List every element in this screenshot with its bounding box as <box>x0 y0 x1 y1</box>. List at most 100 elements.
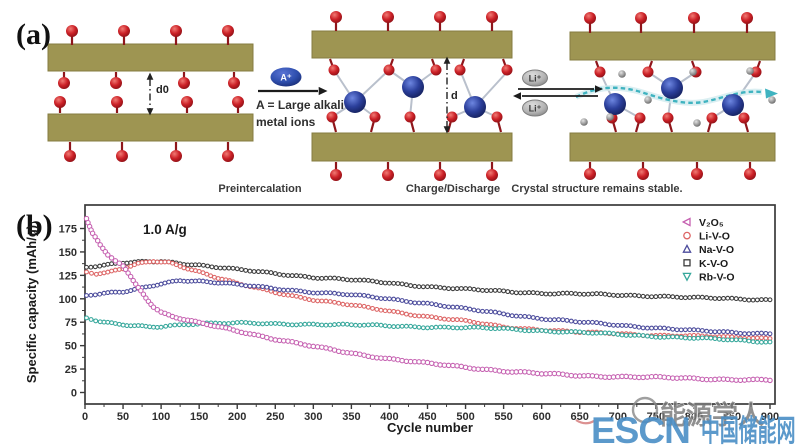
series-marker-Na-V-O <box>699 328 705 333</box>
series-marker-Rb-V-O <box>163 323 169 329</box>
series-marker-Na-V-O <box>716 329 722 335</box>
series-marker-K-V-O <box>585 291 591 297</box>
series-marker-K-V-O <box>433 284 439 290</box>
series-marker-Na-V-O <box>581 319 587 325</box>
series-marker-Na-V-O <box>547 317 553 323</box>
partner-logo-circle <box>631 396 659 424</box>
legend-label-K-V-O: K-V-O <box>699 258 728 270</box>
series-marker-K-V-O <box>378 280 384 286</box>
series-marker-Na-V-O <box>725 329 731 335</box>
x-tick-label: 350 <box>342 411 360 423</box>
series-marker-K-V-O <box>475 287 481 293</box>
series-marker-Li-V-O <box>386 308 392 314</box>
x-axis-title: Cycle number <box>387 420 473 435</box>
series-marker-Rb-V-O <box>615 331 621 337</box>
series-marker-Na-V-O <box>501 311 507 317</box>
series-marker-K-V-O <box>251 269 257 274</box>
series-marker-K-V-O <box>754 297 760 303</box>
x-tick-label: 500 <box>456 411 474 423</box>
series-marker-Na-V-O <box>454 304 460 310</box>
series-marker-Rb-V-O <box>154 324 160 330</box>
series-marker-Rb-V-O <box>226 321 231 326</box>
series-marker-Li-V-O <box>340 301 346 307</box>
series-marker-Rb-V-O <box>172 322 178 328</box>
series-marker-Na-V-O <box>475 308 481 314</box>
series-marker-K-V-O <box>310 275 316 281</box>
oxygen-ball <box>382 11 394 23</box>
series-marker-K-V-O <box>746 297 752 303</box>
series-marker-K-V-O <box>547 291 553 297</box>
series-marker-Na-V-O <box>518 313 523 319</box>
series-marker-Na-V-O <box>598 320 604 326</box>
series-marker-V2O5 <box>445 362 452 369</box>
series-marker-V2O5 <box>428 360 435 367</box>
series-marker-K-V-O <box>357 277 363 283</box>
series-marker-V2O5 <box>433 361 439 367</box>
series-marker-K-V-O <box>636 293 642 299</box>
series-marker-Na-V-O <box>239 282 244 288</box>
series-marker-Rb-V-O <box>93 318 99 324</box>
series-marker-Na-V-O <box>361 292 367 298</box>
series-marker-Rb-V-O <box>181 322 187 328</box>
series-marker-Na-V-O <box>170 278 175 284</box>
series-marker-Rb-V-O <box>176 322 182 328</box>
series-marker-Rb-V-O <box>526 328 532 334</box>
oxygen-ball <box>178 77 190 89</box>
series-marker-K-V-O <box>230 265 236 271</box>
series-marker-Li-V-O <box>293 293 299 299</box>
series-marker-K-V-O <box>619 293 625 298</box>
x-tick-label: 300 <box>304 411 322 423</box>
series-marker-K-V-O <box>670 294 676 300</box>
alkali-ion-ball <box>464 96 486 118</box>
series-marker-V2O5 <box>150 304 157 310</box>
series-marker-Rb-V-O <box>116 321 122 327</box>
series-marker-K-V-O <box>298 273 304 279</box>
series-marker-Rb-V-O <box>505 325 511 331</box>
series-marker-K-V-O <box>518 290 523 296</box>
series-marker-Rb-V-O <box>109 320 115 326</box>
series-marker-Na-V-O <box>467 306 473 312</box>
series-marker-V2O5 <box>623 373 629 380</box>
y-axis-title: Specific capacity (mAh/g) <box>24 225 39 383</box>
a-ion-ellipse <box>270 67 302 87</box>
series-marker-Rb-V-O <box>446 324 452 330</box>
series-marker-K-V-O <box>306 274 312 280</box>
series-marker-Rb-V-O <box>649 334 655 340</box>
series-marker-Rb-V-O <box>547 329 553 334</box>
series-marker-K-V-O <box>332 275 337 281</box>
series-marker-Li-V-O <box>395 309 401 315</box>
x-tick-label: 650 <box>571 411 589 423</box>
series-marker-Na-V-O <box>293 288 299 293</box>
series-marker-K-V-O <box>526 290 532 296</box>
lithium-ion-ball <box>580 118 588 126</box>
series-marker-Rb-V-O <box>251 320 257 326</box>
series-marker-Rb-V-O <box>281 321 287 327</box>
series-marker-Na-V-O <box>289 287 295 293</box>
series-marker-Na-V-O <box>573 319 578 325</box>
series-marker-Na-V-O <box>488 309 494 315</box>
series-marker-Li-V-O <box>170 260 175 266</box>
series-marker-Rb-V-O <box>302 321 308 327</box>
series-marker-Rb-V-O <box>708 335 714 341</box>
series-marker-V2O5 <box>369 354 376 360</box>
alkali-ion-ball <box>402 76 424 98</box>
series-marker-Rb-V-O <box>496 326 502 331</box>
series-marker-K-V-O <box>441 285 447 291</box>
series-marker-Na-V-O <box>154 282 160 288</box>
oxygen-ball <box>382 169 394 181</box>
diffusion-path <box>575 86 763 105</box>
series-marker-Li-V-O <box>128 263 134 269</box>
series-marker-Li-V-O <box>454 317 460 323</box>
series-marker-Na-V-O <box>382 296 388 302</box>
series-marker-Na-V-O <box>636 324 642 330</box>
layer-slab <box>47 43 254 72</box>
series-marker-Na-V-O <box>260 284 266 290</box>
panel-b-label: (b) <box>16 209 53 242</box>
oxygen-ball <box>430 64 442 76</box>
series-marker-K-V-O <box>124 260 130 266</box>
series-marker-Rb-V-O <box>332 322 337 328</box>
series-marker-K-V-O <box>185 262 191 268</box>
series-marker-Li-V-O <box>759 335 764 341</box>
series-marker-Li-V-O <box>441 316 447 322</box>
